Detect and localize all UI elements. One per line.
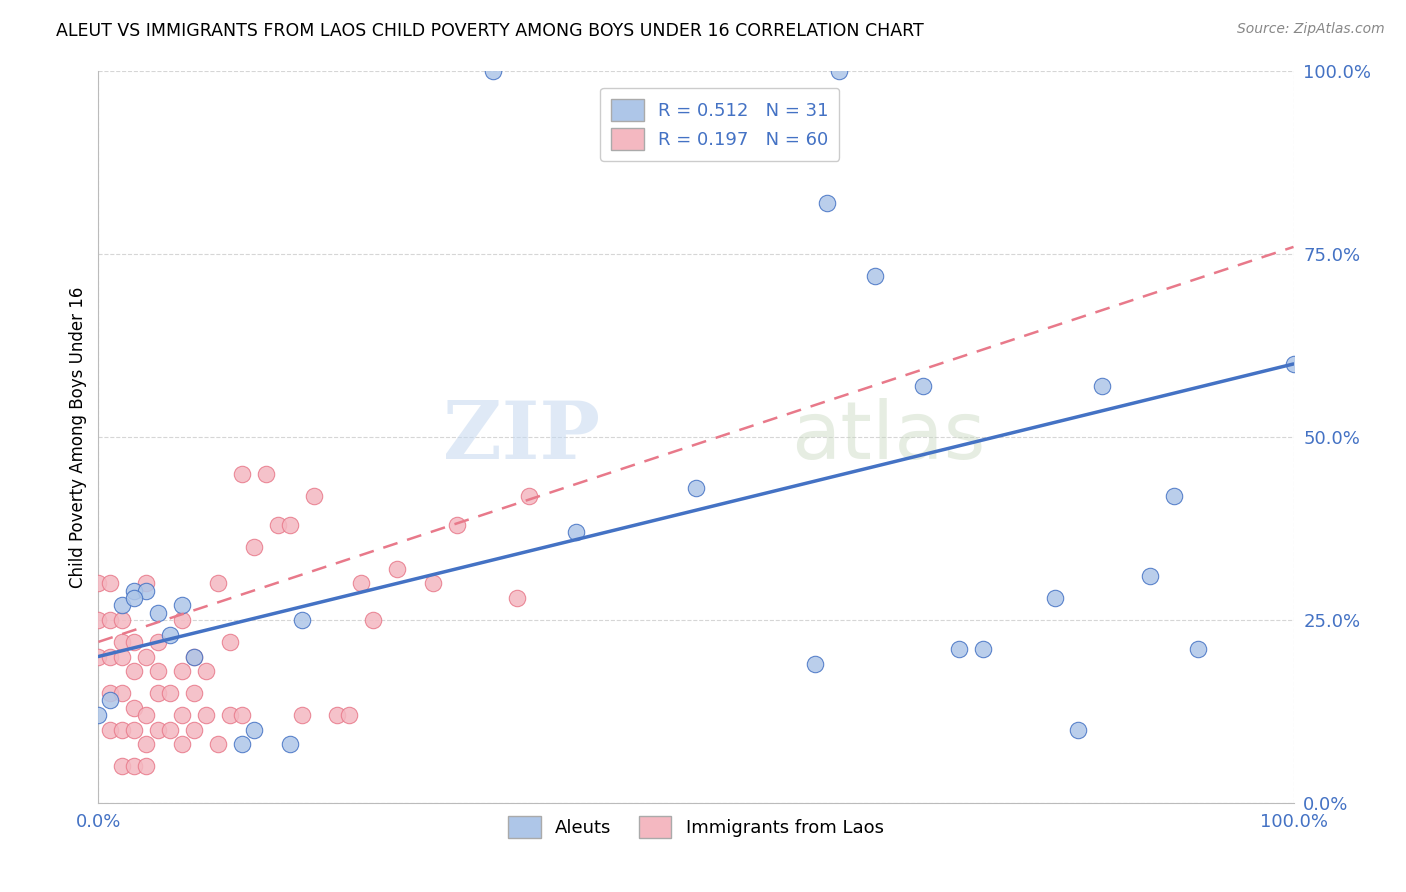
Point bbox=[135, 576, 157, 591]
Point bbox=[159, 686, 181, 700]
Point bbox=[87, 576, 110, 591]
Point bbox=[111, 649, 134, 664]
Point bbox=[124, 664, 146, 678]
Point bbox=[183, 686, 205, 700]
Point bbox=[291, 613, 314, 627]
Point bbox=[506, 591, 529, 605]
Point bbox=[148, 664, 170, 678]
Point bbox=[135, 583, 157, 598]
Point bbox=[219, 635, 242, 649]
Point bbox=[446, 517, 468, 532]
Point bbox=[972, 642, 994, 657]
Point bbox=[111, 686, 134, 700]
Point bbox=[278, 517, 301, 532]
Point bbox=[148, 635, 170, 649]
Point bbox=[87, 613, 110, 627]
Point bbox=[124, 723, 146, 737]
Point bbox=[87, 649, 110, 664]
Point bbox=[172, 664, 194, 678]
Point bbox=[1139, 569, 1161, 583]
Point bbox=[350, 576, 373, 591]
Point bbox=[828, 64, 851, 78]
Point bbox=[291, 708, 314, 723]
Legend: Aleuts, Immigrants from Laos: Aleuts, Immigrants from Laos bbox=[501, 808, 891, 845]
Point bbox=[207, 737, 229, 751]
Point bbox=[278, 737, 301, 751]
Point bbox=[111, 613, 134, 627]
Point bbox=[98, 693, 122, 707]
Point bbox=[172, 599, 194, 613]
Point bbox=[98, 686, 122, 700]
Point bbox=[148, 723, 170, 737]
Point bbox=[195, 664, 218, 678]
Point bbox=[326, 708, 349, 723]
Point bbox=[148, 606, 170, 620]
Point bbox=[254, 467, 277, 481]
Point bbox=[98, 723, 122, 737]
Point bbox=[385, 562, 409, 576]
Point bbox=[1187, 642, 1209, 657]
Point bbox=[172, 613, 194, 627]
Point bbox=[195, 708, 218, 723]
Point bbox=[1282, 357, 1305, 371]
Point bbox=[135, 649, 157, 664]
Text: ALEUT VS IMMIGRANTS FROM LAOS CHILD POVERTY AMONG BOYS UNDER 16 CORRELATION CHAR: ALEUT VS IMMIGRANTS FROM LAOS CHILD POVE… bbox=[56, 22, 924, 40]
Point bbox=[1091, 379, 1114, 393]
Point bbox=[183, 649, 205, 664]
Point bbox=[339, 708, 361, 723]
Point bbox=[865, 269, 887, 284]
Point bbox=[159, 723, 181, 737]
Point bbox=[1163, 489, 1185, 503]
Point bbox=[243, 540, 266, 554]
Point bbox=[87, 708, 110, 723]
Point bbox=[148, 686, 170, 700]
Point bbox=[124, 583, 146, 598]
Point bbox=[363, 613, 385, 627]
Point bbox=[517, 489, 540, 503]
Point bbox=[302, 489, 325, 503]
Point bbox=[911, 379, 934, 393]
Point bbox=[159, 627, 181, 641]
Point bbox=[207, 576, 229, 591]
Point bbox=[1067, 723, 1090, 737]
Point bbox=[124, 591, 146, 605]
Point bbox=[111, 635, 134, 649]
Text: Source: ZipAtlas.com: Source: ZipAtlas.com bbox=[1237, 22, 1385, 37]
Point bbox=[565, 525, 588, 540]
Point bbox=[98, 576, 122, 591]
Point bbox=[1043, 591, 1066, 605]
Point bbox=[111, 599, 134, 613]
Point bbox=[98, 613, 122, 627]
Point bbox=[685, 481, 707, 495]
Point bbox=[183, 723, 205, 737]
Point bbox=[481, 64, 505, 78]
Point bbox=[231, 467, 253, 481]
Point bbox=[243, 723, 266, 737]
Point bbox=[124, 635, 146, 649]
Point bbox=[135, 759, 157, 773]
Point bbox=[111, 723, 134, 737]
Point bbox=[231, 708, 253, 723]
Point bbox=[111, 759, 134, 773]
Text: atlas: atlas bbox=[792, 398, 986, 476]
Point bbox=[219, 708, 242, 723]
Point bbox=[98, 649, 122, 664]
Point bbox=[267, 517, 290, 532]
Point bbox=[135, 737, 157, 751]
Text: ZIP: ZIP bbox=[443, 398, 600, 476]
Point bbox=[231, 737, 253, 751]
Point bbox=[124, 700, 146, 714]
Point bbox=[172, 708, 194, 723]
Point bbox=[124, 759, 146, 773]
Point bbox=[135, 708, 157, 723]
Point bbox=[948, 642, 970, 657]
Point bbox=[183, 649, 205, 664]
Point bbox=[172, 737, 194, 751]
Point bbox=[422, 576, 444, 591]
Y-axis label: Child Poverty Among Boys Under 16: Child Poverty Among Boys Under 16 bbox=[69, 286, 87, 588]
Point bbox=[815, 196, 838, 211]
Point bbox=[804, 657, 827, 671]
